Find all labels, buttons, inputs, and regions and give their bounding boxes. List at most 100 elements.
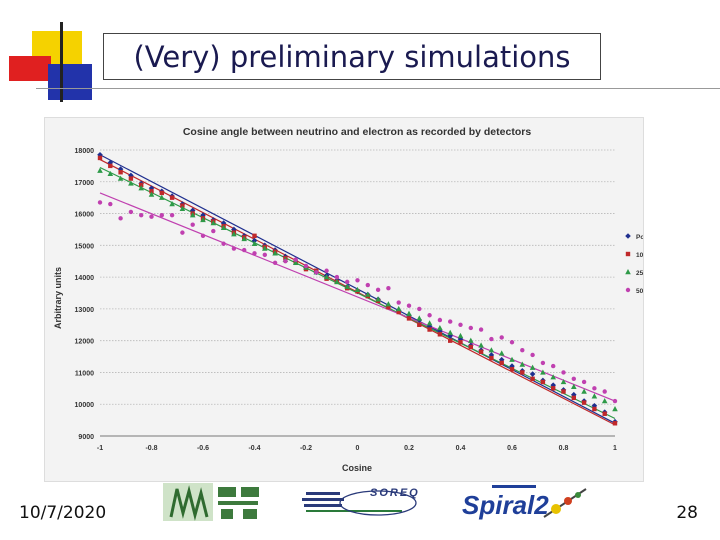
- chart-image: Cosine angle between neutrino and electr…: [44, 117, 644, 482]
- data-point-circle: [581, 379, 587, 385]
- data-point-circle: [149, 214, 154, 219]
- data-point-circle: [118, 216, 123, 221]
- data-point-triangle: [251, 240, 258, 246]
- data-point-triangle: [478, 342, 484, 348]
- data-point-square: [478, 349, 484, 354]
- data-point-circle: [293, 257, 298, 262]
- data-point-diamond: [437, 328, 443, 334]
- legend: Point 10 mm 25 mm 50 mm: [625, 233, 643, 295]
- slide-number: 28: [676, 503, 698, 523]
- data-point-triangle: [365, 291, 371, 297]
- spiral2-logo: Spiral2: [462, 485, 587, 520]
- data-point-circle: [561, 370, 566, 375]
- corner-horizontal-line: [36, 88, 720, 89]
- data-point-circle: [396, 300, 401, 305]
- data-point-circle: [180, 230, 185, 235]
- corner-blue-block: [48, 64, 92, 100]
- data-point-circle: [499, 335, 504, 340]
- data-point-triangle: [529, 364, 536, 370]
- data-point-triangle: [625, 269, 631, 275]
- y-tick-label: 10000: [75, 402, 95, 409]
- soreq-logo: SOREQ: [302, 487, 420, 516]
- data-point-triangle: [159, 194, 165, 200]
- data-point-triangle: [560, 378, 567, 385]
- data-point-triangle: [498, 350, 505, 356]
- data-point-triangle: [272, 250, 278, 256]
- data-point-square: [561, 389, 566, 394]
- data-point-triangle: [571, 383, 577, 389]
- trend-line: [99, 192, 616, 402]
- data-point-square: [520, 370, 525, 375]
- soreq-logo-text: SOREQ: [370, 487, 420, 499]
- data-point-square: [489, 355, 494, 361]
- data-point-square: [448, 338, 453, 343]
- data-point-triangle: [468, 337, 474, 343]
- axes: 9000 10000 11000 12000 13000 14000 15000 16000 1…: [75, 148, 618, 452]
- data-point-diamond: [529, 371, 536, 377]
- data-point-circle: [406, 303, 412, 308]
- data-point-circle: [437, 317, 443, 323]
- data-point-square: [458, 340, 463, 345]
- data-point-triangle: [488, 347, 495, 353]
- data-point-diamond: [625, 233, 631, 239]
- data-point-circle: [448, 319, 453, 324]
- data-point-square: [169, 195, 175, 200]
- y-tick-label: 15000: [75, 243, 95, 250]
- data-point-triangle: [292, 259, 299, 266]
- y-tick-label: 13000: [75, 307, 95, 314]
- data-point-triangle: [200, 216, 206, 223]
- data-point-square: [118, 170, 123, 175]
- data-point-circle: [159, 212, 164, 218]
- data-point-circle: [272, 260, 278, 266]
- data-point-circle: [551, 363, 556, 369]
- data-point-triangle: [334, 278, 340, 285]
- data-point-circle: [468, 325, 473, 331]
- data-point-triangle: [550, 374, 556, 380]
- data-point-circle: [252, 251, 257, 256]
- y-axis-label: Arbitrary units: [53, 267, 63, 329]
- data-point-circle: [169, 212, 175, 218]
- data-point-square: [499, 360, 504, 366]
- data-point-square: [252, 233, 257, 238]
- data-point-circle: [625, 287, 631, 293]
- data-points: [97, 151, 618, 426]
- data-point-triangle: [416, 315, 423, 321]
- data-point-circle: [128, 209, 134, 215]
- data-point-triangle: [447, 329, 453, 335]
- data-point-square: [551, 386, 556, 391]
- data-point-triangle: [241, 235, 247, 242]
- data-point-triangle: [540, 369, 546, 375]
- footer-date: 10/7/2020: [19, 503, 107, 523]
- data-point-circle: [108, 201, 113, 207]
- y-tick-label: 18000: [75, 148, 95, 155]
- data-point-diamond: [488, 352, 495, 358]
- legend-label: 50 mm: [636, 288, 643, 295]
- data-point-triangle: [97, 167, 103, 173]
- data-point-triangle: [117, 175, 124, 181]
- data-point-square: [417, 322, 422, 327]
- data-point-square: [571, 395, 576, 401]
- data-point-triangle: [262, 245, 268, 251]
- data-point-square: [159, 190, 164, 196]
- x-axis-label: Cosine: [342, 463, 372, 473]
- x-tick-label: 1: [613, 445, 617, 452]
- x-tick-label: -0.2: [300, 445, 312, 452]
- data-point-circle: [314, 270, 319, 275]
- x-tick-label: -0.8: [145, 445, 157, 452]
- data-point-triangle: [375, 296, 381, 302]
- data-point-diamond: [509, 363, 515, 369]
- data-point-diamond: [148, 185, 155, 191]
- data-point-circle: [231, 246, 237, 251]
- x-tick-label: 0.6: [507, 445, 517, 452]
- data-point-circle: [612, 398, 618, 404]
- data-point-triangle: [148, 191, 155, 197]
- data-point-diamond: [457, 336, 464, 342]
- data-point-square: [437, 332, 443, 337]
- data-point-circle: [602, 389, 607, 394]
- data-point-square: [97, 155, 103, 161]
- legend-label: Point: [636, 234, 643, 241]
- data-point-circle: [324, 268, 329, 273]
- chart-title: Cosine angle between neutrino and electr…: [183, 126, 531, 138]
- data-point-square: [180, 203, 185, 208]
- data-point-circle: [530, 352, 535, 358]
